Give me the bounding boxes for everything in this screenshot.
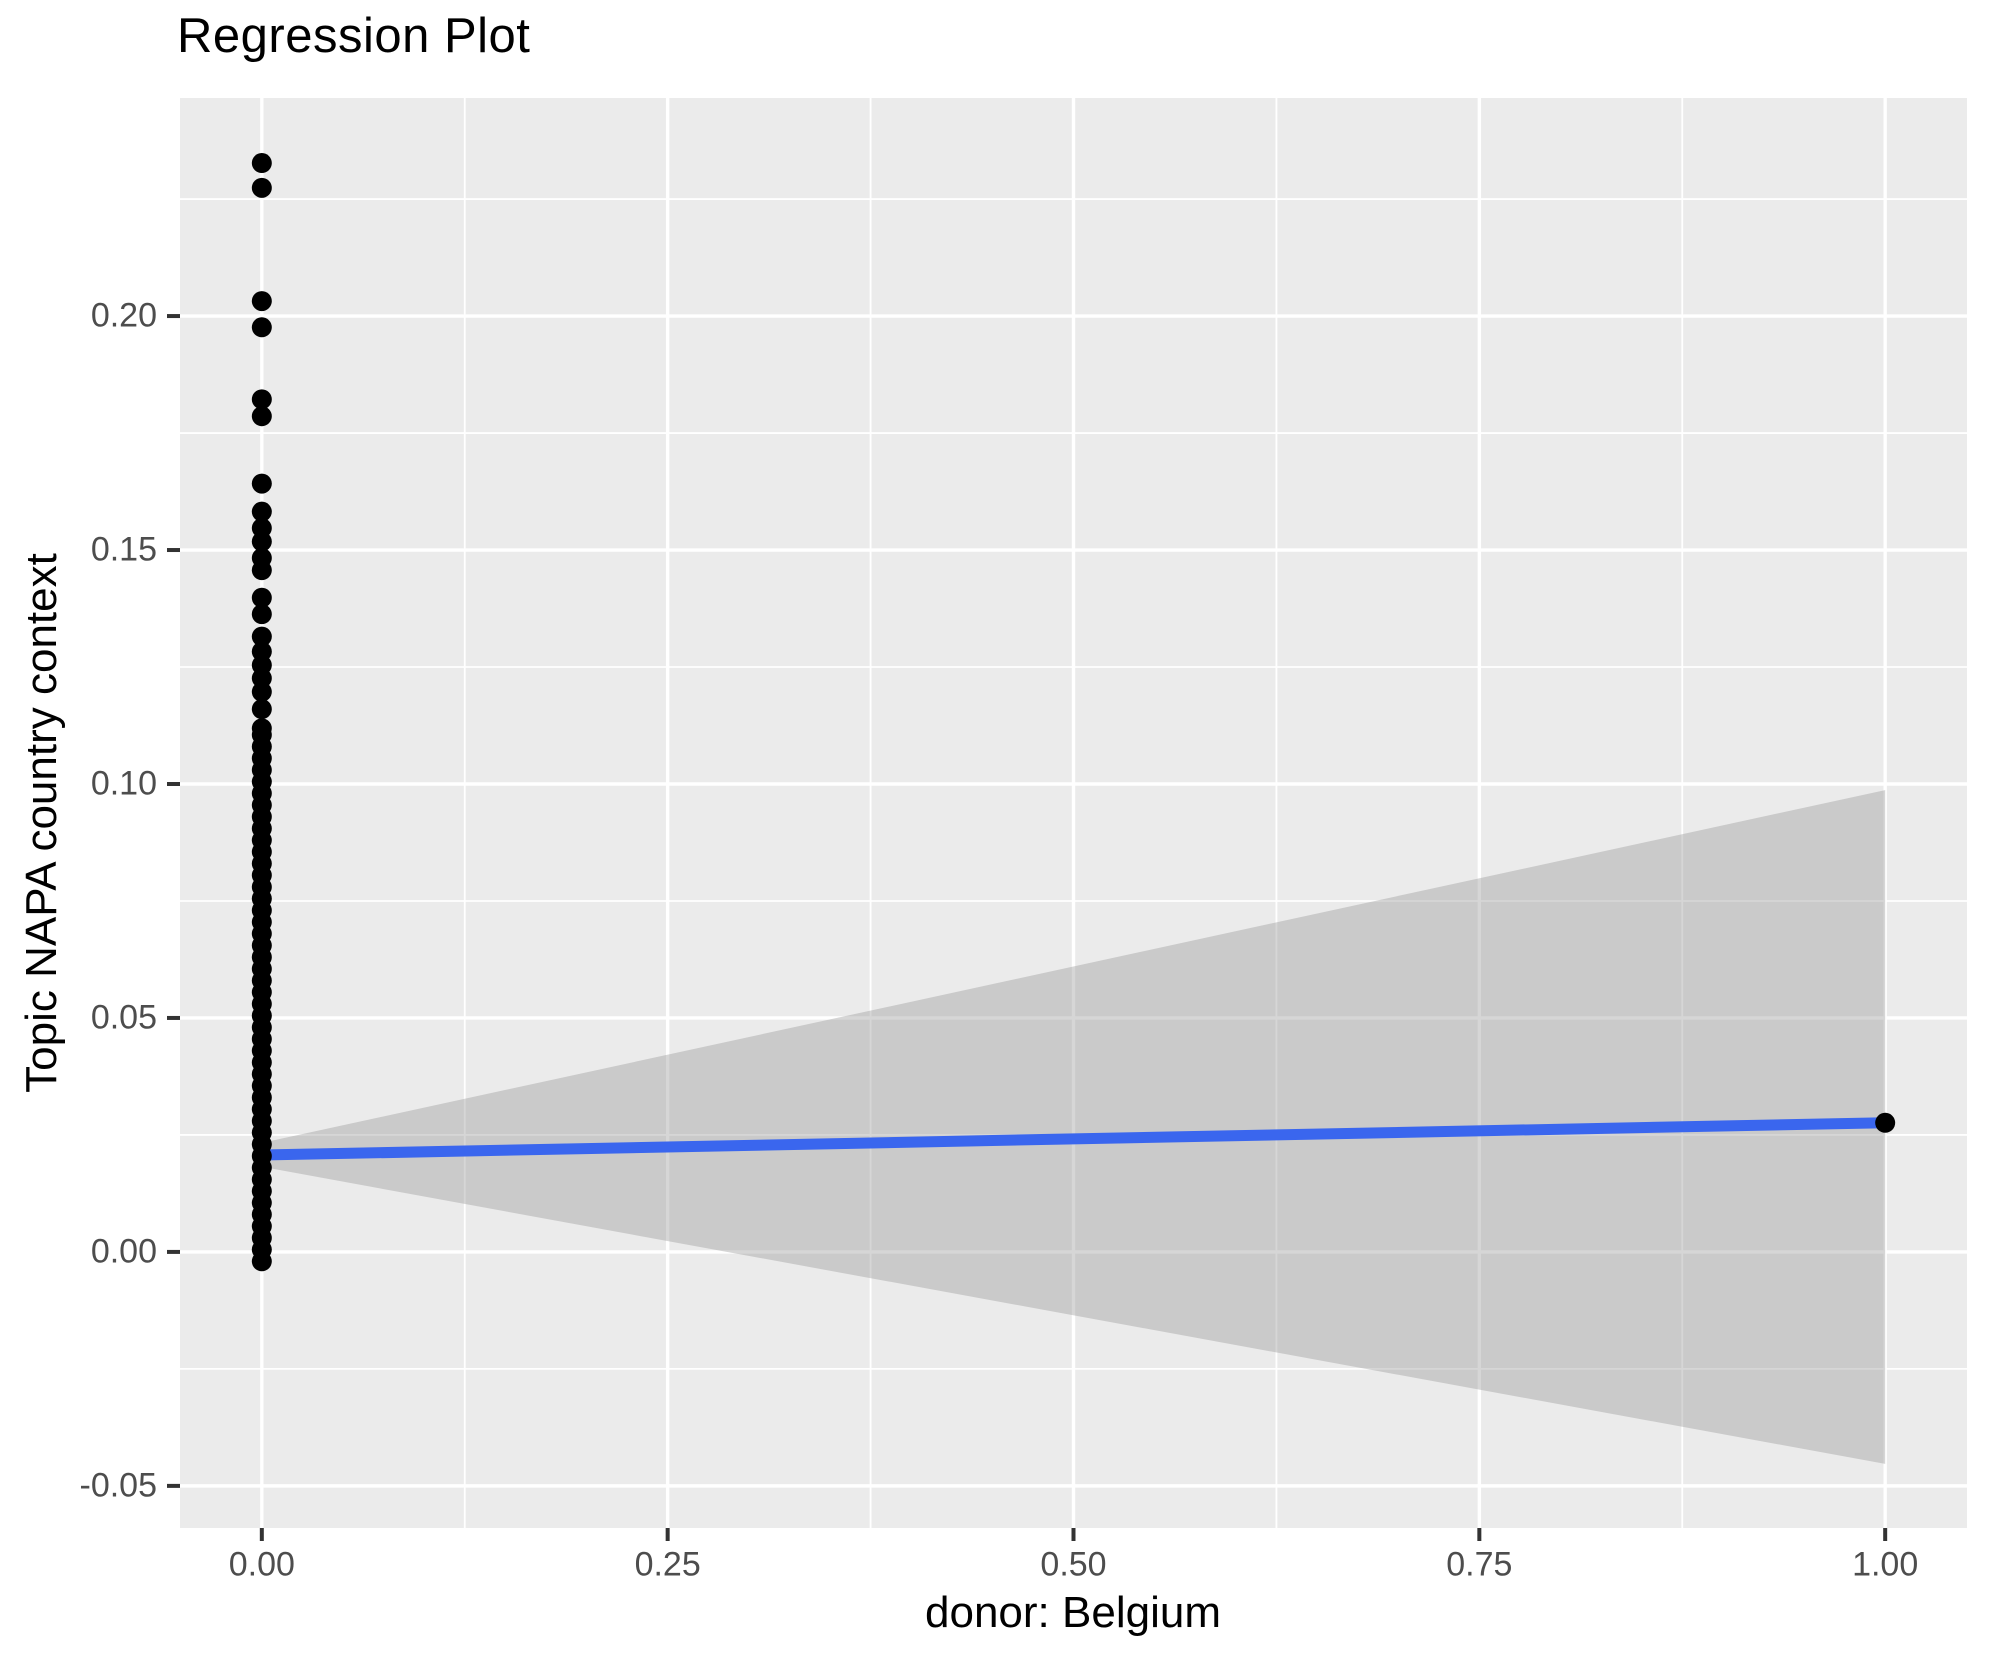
data-point [251,531,272,552]
y-tick-label: 0.05 [90,998,157,1037]
x-tick-label: 0.75 [1446,1545,1513,1584]
data-point [251,604,272,625]
y-axis-title: Topic NAPA country context [17,553,66,1093]
data-point [251,177,272,198]
y-tick-label: 0.10 [90,764,157,803]
y-tick-label: 0.15 [90,530,157,569]
data-point [251,699,272,720]
data-point [251,389,272,410]
y-tick-label: 0.00 [90,1232,157,1271]
data-point [251,587,272,608]
data-point [251,153,272,174]
x-tick-label: 0.25 [634,1545,701,1584]
data-point [1875,1112,1896,1133]
x-tick-label: 0.00 [228,1545,295,1584]
x-tick-label: 1.00 [1852,1545,1919,1584]
data-point [251,406,272,427]
data-point [251,626,272,647]
confidence-band [261,790,1886,1464]
y-tick-label: -0.05 [79,1466,158,1505]
data-point [251,317,272,338]
x-tick-label: 0.50 [1040,1545,1107,1584]
data-point [251,473,272,494]
plot-title: Regression Plot [177,9,531,63]
data-point [251,681,272,702]
data-point [251,724,272,745]
y-tick-label: 0.20 [90,296,157,335]
data-point [251,560,272,581]
data-point [251,501,272,522]
x-axis-title: donor: Belgium [925,1588,1221,1637]
regression-line [261,1117,1886,1161]
data-point [251,291,272,312]
